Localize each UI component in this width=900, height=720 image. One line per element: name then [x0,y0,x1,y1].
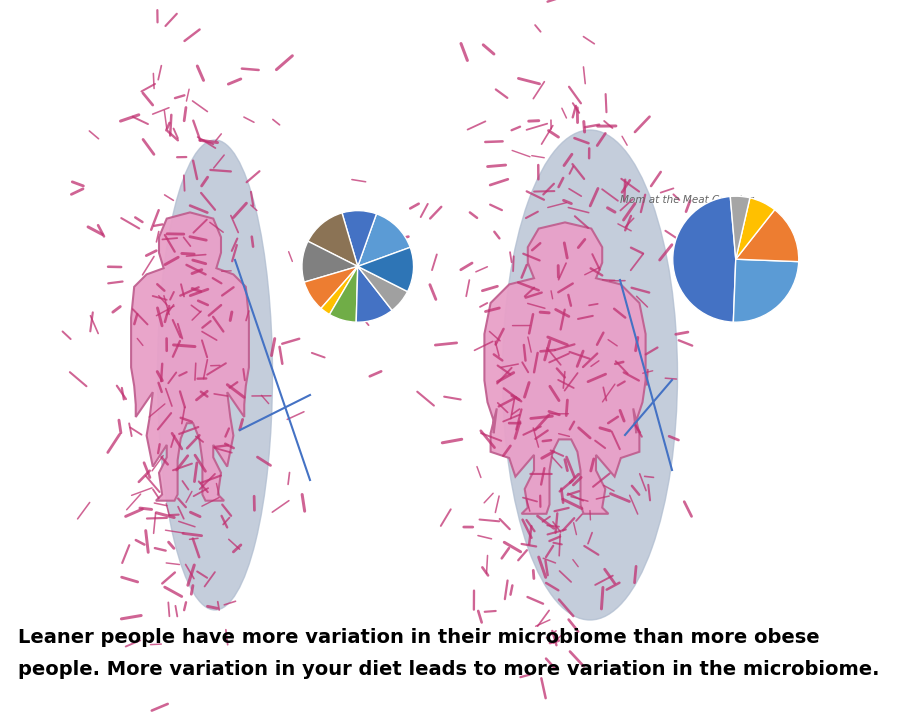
Wedge shape [673,197,736,322]
Text: Leaner people have more variation in their microbiome than more obese: Leaner people have more variation in the… [18,628,820,647]
Wedge shape [358,247,413,292]
Wedge shape [342,210,376,266]
Wedge shape [736,198,775,259]
Wedge shape [358,266,408,310]
Text: people. More variation in your diet leads to more variation in the microbiome.: people. More variation in your diet lead… [18,660,879,679]
Polygon shape [131,212,249,500]
Wedge shape [730,197,750,259]
Wedge shape [736,210,798,261]
Ellipse shape [502,130,678,620]
Ellipse shape [158,140,273,610]
Wedge shape [308,213,358,266]
Wedge shape [304,266,358,308]
Wedge shape [358,214,410,266]
Wedge shape [356,266,392,322]
Wedge shape [734,259,798,322]
Text: Mom at the Meat Counter: Mom at the Meat Counter [620,195,753,205]
Wedge shape [329,266,358,322]
Wedge shape [321,266,358,315]
Polygon shape [484,222,645,514]
Wedge shape [302,241,358,282]
